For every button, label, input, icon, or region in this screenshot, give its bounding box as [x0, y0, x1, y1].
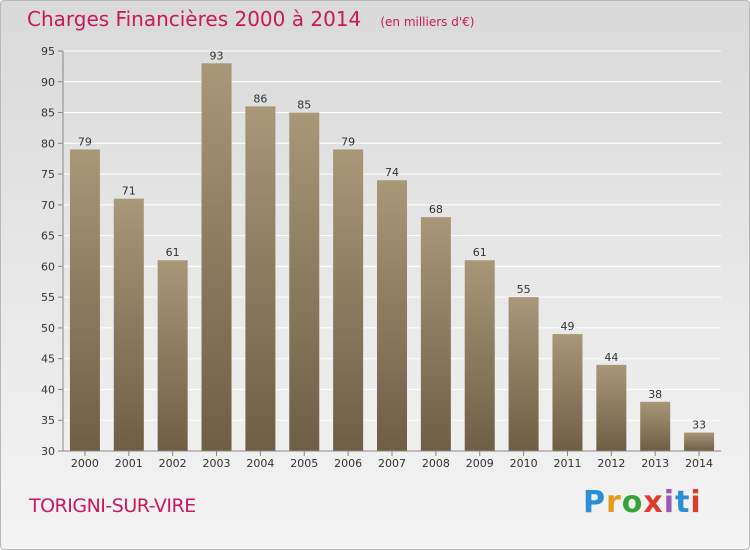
bar-2012 — [596, 364, 627, 451]
x-tick-label-2010: 2010 — [510, 457, 538, 470]
x-tick-label-2003: 2003 — [203, 457, 231, 470]
value-label-2002: 61 — [166, 246, 180, 259]
y-tick-label-30: 30 — [41, 445, 55, 458]
x-tick-label-2004: 2004 — [246, 457, 274, 470]
y-tick-label-90: 90 — [41, 76, 55, 89]
bar-2009 — [464, 260, 495, 451]
y-tick-label-55: 55 — [41, 291, 55, 304]
value-label-2014: 33 — [692, 419, 706, 432]
y-tick-label-70: 70 — [41, 199, 55, 212]
x-tick-label-2002: 2002 — [159, 457, 187, 470]
value-label-2009: 61 — [473, 246, 487, 259]
value-label-2008: 68 — [429, 203, 443, 216]
value-label-2013: 38 — [648, 388, 662, 401]
y-tick-label-45: 45 — [41, 353, 55, 366]
x-tick-label-2014: 2014 — [685, 457, 713, 470]
chart-subtitle: (en milliers d'€) — [380, 15, 475, 29]
y-tick-label-80: 80 — [41, 137, 55, 150]
bar-2013 — [640, 401, 671, 451]
value-label-2000: 79 — [78, 135, 92, 148]
bar-2010 — [508, 297, 539, 451]
x-tick-label-2005: 2005 — [290, 457, 318, 470]
x-tick-label-2000: 2000 — [71, 457, 99, 470]
x-tick-label-2006: 2006 — [334, 457, 362, 470]
bars: 79 71 61 93 86 85 79 74 68 61 55 49 44 38 33 — [69, 49, 715, 452]
value-label-2010: 55 — [517, 283, 531, 296]
bar-2014 — [684, 432, 715, 451]
x-tick-label-2007: 2007 — [378, 457, 406, 470]
x-tick-label-2009: 2009 — [466, 457, 494, 470]
bar-2007 — [377, 180, 407, 451]
value-label-2006: 79 — [341, 135, 355, 148]
value-label-2004: 86 — [253, 92, 267, 105]
y-tick-label-85: 85 — [41, 107, 55, 120]
y-tick-label-35: 35 — [41, 414, 55, 427]
y-tick-label-60: 60 — [41, 260, 55, 273]
value-label-2007: 74 — [385, 166, 399, 179]
y-tick-label-50: 50 — [41, 322, 55, 335]
axes: 30 35 40 45 50 55 60 65 70 75 80 85 90 95 2000 2001 2002… — [41, 45, 721, 470]
y-tick-label-95: 95 — [41, 45, 55, 58]
bar-2000 — [69, 149, 100, 451]
value-label-2001: 71 — [122, 185, 136, 198]
value-label-2012: 44 — [604, 351, 618, 364]
x-tick-label-2013: 2013 — [641, 457, 669, 470]
y-tick-label-75: 75 — [41, 168, 55, 181]
y-tick-label-40: 40 — [41, 383, 55, 396]
x-tick-label-2008: 2008 — [422, 457, 450, 470]
city-name: TORIGNI-SUR-VIRE — [29, 495, 196, 517]
y-tick-label-65: 65 — [41, 230, 55, 243]
bar-2011 — [552, 334, 583, 451]
bar-2001 — [113, 198, 144, 451]
value-label-2011: 49 — [560, 320, 574, 333]
value-label-2005: 85 — [297, 99, 311, 112]
x-tick-label-2011: 2011 — [553, 457, 581, 470]
title-row: Charges Financières 2000 à 2014 (en mill… — [27, 7, 474, 31]
bar-2006 — [333, 149, 364, 451]
value-label-2003: 93 — [210, 49, 224, 62]
proxiti-logo: Proxiti — [583, 485, 702, 520]
bar-2004 — [245, 106, 276, 451]
bar-2008 — [420, 217, 451, 451]
x-tick-label-2001: 2001 — [115, 457, 143, 470]
chart-title: Charges Financières 2000 à 2014 — [27, 7, 362, 31]
x-tick-label-2012: 2012 — [597, 457, 625, 470]
bar-2005 — [289, 112, 320, 452]
bar-2003 — [201, 63, 232, 452]
bar-2002 — [157, 260, 188, 451]
